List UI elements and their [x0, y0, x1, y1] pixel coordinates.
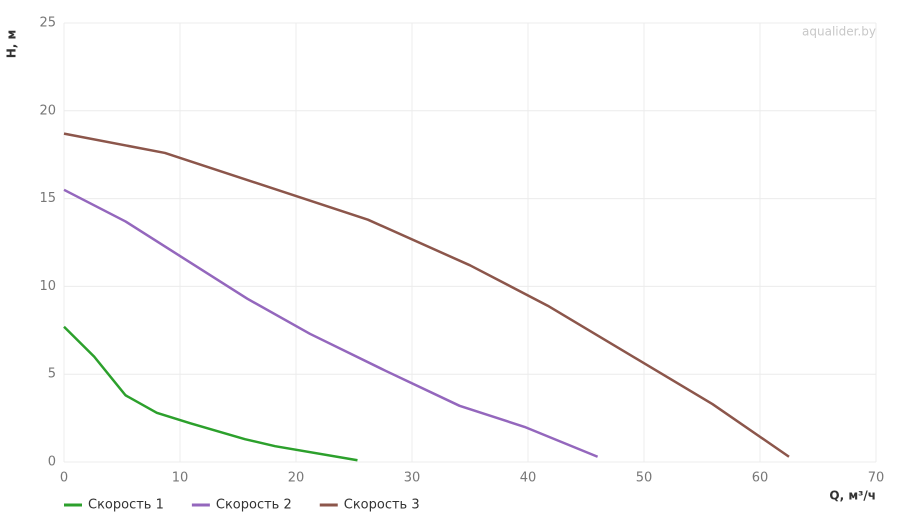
legend-label: Скорость 1	[88, 498, 164, 513]
series-line	[63, 132, 790, 458]
y-tick-label: 15	[39, 191, 56, 206]
legend-label: Скорость 3	[344, 498, 420, 513]
x-tick-label: 50	[636, 471, 653, 486]
y-tick-label: 5	[48, 367, 56, 382]
x-tick-label: 20	[288, 471, 305, 486]
y-tick-label: 10	[39, 279, 56, 294]
x-tick-label: 60	[752, 471, 769, 486]
y-axis-label: H, м	[5, 30, 19, 59]
x-tick-label: 70	[868, 471, 885, 486]
x-tick-label: 40	[520, 471, 537, 486]
x-tick-label: 0	[60, 471, 68, 486]
legend-label: Скорость 2	[216, 498, 292, 513]
y-tick-label: 0	[48, 455, 56, 470]
y-tick-label: 25	[39, 16, 56, 31]
y-tick-label: 20	[39, 103, 56, 118]
x-tick-label: 30	[404, 471, 421, 486]
series-line	[63, 188, 599, 458]
watermark: aqualider.by	[802, 25, 876, 39]
series-line	[63, 325, 358, 462]
x-axis-label: Q, м³/ч	[829, 489, 876, 503]
x-tick-label: 10	[172, 471, 189, 486]
